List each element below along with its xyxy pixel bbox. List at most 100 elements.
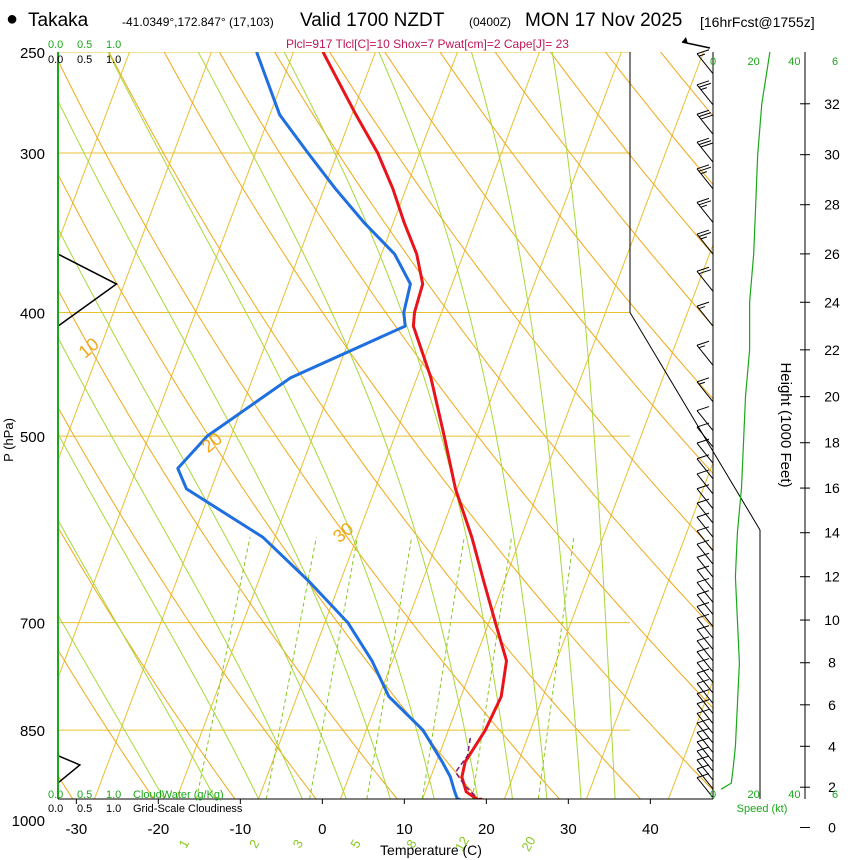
dry-adiabat-0	[58, 406, 317, 799]
p-tick-850: 850	[20, 723, 45, 740]
x-tick--20: -20	[147, 821, 169, 838]
dry-adiabat-30	[58, 59, 561, 799]
speed-tick-bottom-20: 20	[748, 789, 760, 801]
moist-adiabat-28	[378, 52, 548, 799]
mixing-ratio-label-12: 12	[452, 834, 472, 854]
wind-barb	[696, 109, 714, 135]
x-axis-label: Temperature (C)	[380, 842, 482, 858]
wind-barb	[696, 565, 714, 591]
cloudiness-tick-bottom-1.0: 1.0	[106, 803, 121, 815]
p-tick-700: 700	[20, 616, 45, 633]
x-tick-10: 10	[396, 821, 413, 838]
mixing-ratio-label-1: 1	[176, 837, 193, 851]
wind-barb-staff	[696, 305, 714, 327]
height-tick-22: 22	[824, 342, 840, 358]
wind-barb-feather	[696, 377, 710, 383]
dry-adiabat-label-20: 20	[198, 428, 226, 456]
wind-barb	[696, 678, 714, 704]
wind-barb	[696, 613, 714, 639]
moist-adiabat-0	[58, 336, 303, 799]
wind-barb-feather	[696, 484, 710, 490]
wind-barb-staff	[696, 759, 714, 781]
wind-barb-staff	[696, 381, 714, 403]
wind-barb	[696, 49, 714, 75]
wind-barb-feather	[696, 647, 710, 653]
p-tick-300: 300	[20, 146, 45, 163]
wind-barb-staff	[696, 84, 714, 106]
temperature-profile	[321, 52, 508, 799]
wind-barb	[696, 340, 714, 366]
mixing-ratio-12	[471, 537, 513, 799]
cloudwater-tick-top-0.5: 0.5	[77, 39, 92, 51]
mixing-ratio-3	[309, 537, 358, 799]
speed-tick-top-40: 40	[788, 56, 800, 68]
mixing-ratio-label-3: 3	[290, 837, 307, 851]
height-tick-26: 26	[824, 246, 840, 262]
isotherm--10	[257, 52, 540, 799]
mixing-ratio-2	[265, 537, 317, 799]
mixing-ratio-label-20: 20	[518, 834, 538, 854]
wind-barb-feather	[698, 166, 712, 172]
wind-barb-feather	[696, 590, 710, 596]
wind-barb-staff	[696, 141, 714, 163]
valid-time: Valid 1700 NZDT	[300, 10, 445, 31]
wind-barb-feather	[696, 109, 710, 115]
wind-barb-feather	[696, 668, 710, 674]
wind-barb-feather	[696, 266, 710, 272]
mixing-ratio-label-5: 5	[347, 837, 364, 851]
wind-barb	[696, 625, 714, 650]
cloudwater-tick-top-0.0: 0.0	[48, 39, 63, 51]
wind-barb	[696, 229, 714, 255]
dry-adiabat--20	[58, 649, 155, 799]
speed-tick-top-0: 0	[710, 56, 716, 68]
wind-barb-feather	[698, 82, 712, 88]
isotherm-10	[421, 52, 704, 799]
wind-barb-staff	[696, 442, 714, 464]
wind-panel-bounds	[629, 52, 761, 799]
station-name: Takaka	[28, 10, 89, 31]
wind-barb-half-feather	[698, 345, 706, 349]
wind-barb	[696, 422, 714, 448]
wind-barb-half-feather	[700, 236, 707, 240]
speed-tick-bottom-40: 40	[788, 789, 800, 801]
mixing-ratio-5	[366, 537, 413, 799]
wind-barb	[696, 438, 714, 464]
x-tick-40: 40	[642, 821, 659, 838]
wind-barb-staff	[696, 606, 714, 627]
dewpoint-profile	[176, 52, 460, 799]
x-tick-0: 0	[318, 821, 326, 838]
height-tick-12: 12	[824, 569, 840, 585]
wind-barb-feather	[696, 197, 710, 203]
wind-barb-feather	[700, 114, 713, 120]
moist-adiabat-32	[470, 52, 582, 799]
isotherm-20	[503, 243, 713, 799]
wind-barb	[696, 526, 714, 552]
wind-barb	[696, 80, 714, 106]
mixing-ratio-8	[421, 537, 465, 799]
wind-barb-staff	[696, 202, 714, 223]
cloudiness-tick-top-1.0: 1.0	[106, 54, 121, 66]
wind-barb-feather	[696, 613, 710, 619]
wind-barb-half-feather	[698, 306, 706, 310]
height-tick-6: 6	[828, 697, 836, 713]
height-tick-10: 10	[824, 612, 840, 628]
wind-barb-feather	[698, 200, 712, 206]
wind-barb-feather	[696, 80, 710, 86]
x-tick-30: 30	[560, 821, 577, 838]
wind-barb-feather	[696, 512, 710, 518]
dry-adiabat-110	[494, 52, 713, 327]
wind-barb-staff	[696, 750, 714, 772]
speed-tick-top-20: 20	[748, 56, 760, 68]
wind-barb-feather	[698, 140, 712, 146]
forecast-info: [16hrFcst@1755z]	[700, 14, 815, 30]
wind-barb-feather	[696, 301, 710, 307]
wind-barb-staff	[696, 530, 714, 552]
isotherm--20	[175, 52, 458, 799]
wind-barb	[696, 647, 714, 673]
height-tick-28: 28	[824, 197, 840, 213]
wind-barb	[696, 512, 714, 538]
wind-barb-half-feather	[700, 87, 707, 91]
mixing-ratio-label-2: 2	[246, 837, 263, 851]
x-tick-20: 20	[478, 821, 495, 838]
wind-barb-feather	[700, 142, 713, 148]
